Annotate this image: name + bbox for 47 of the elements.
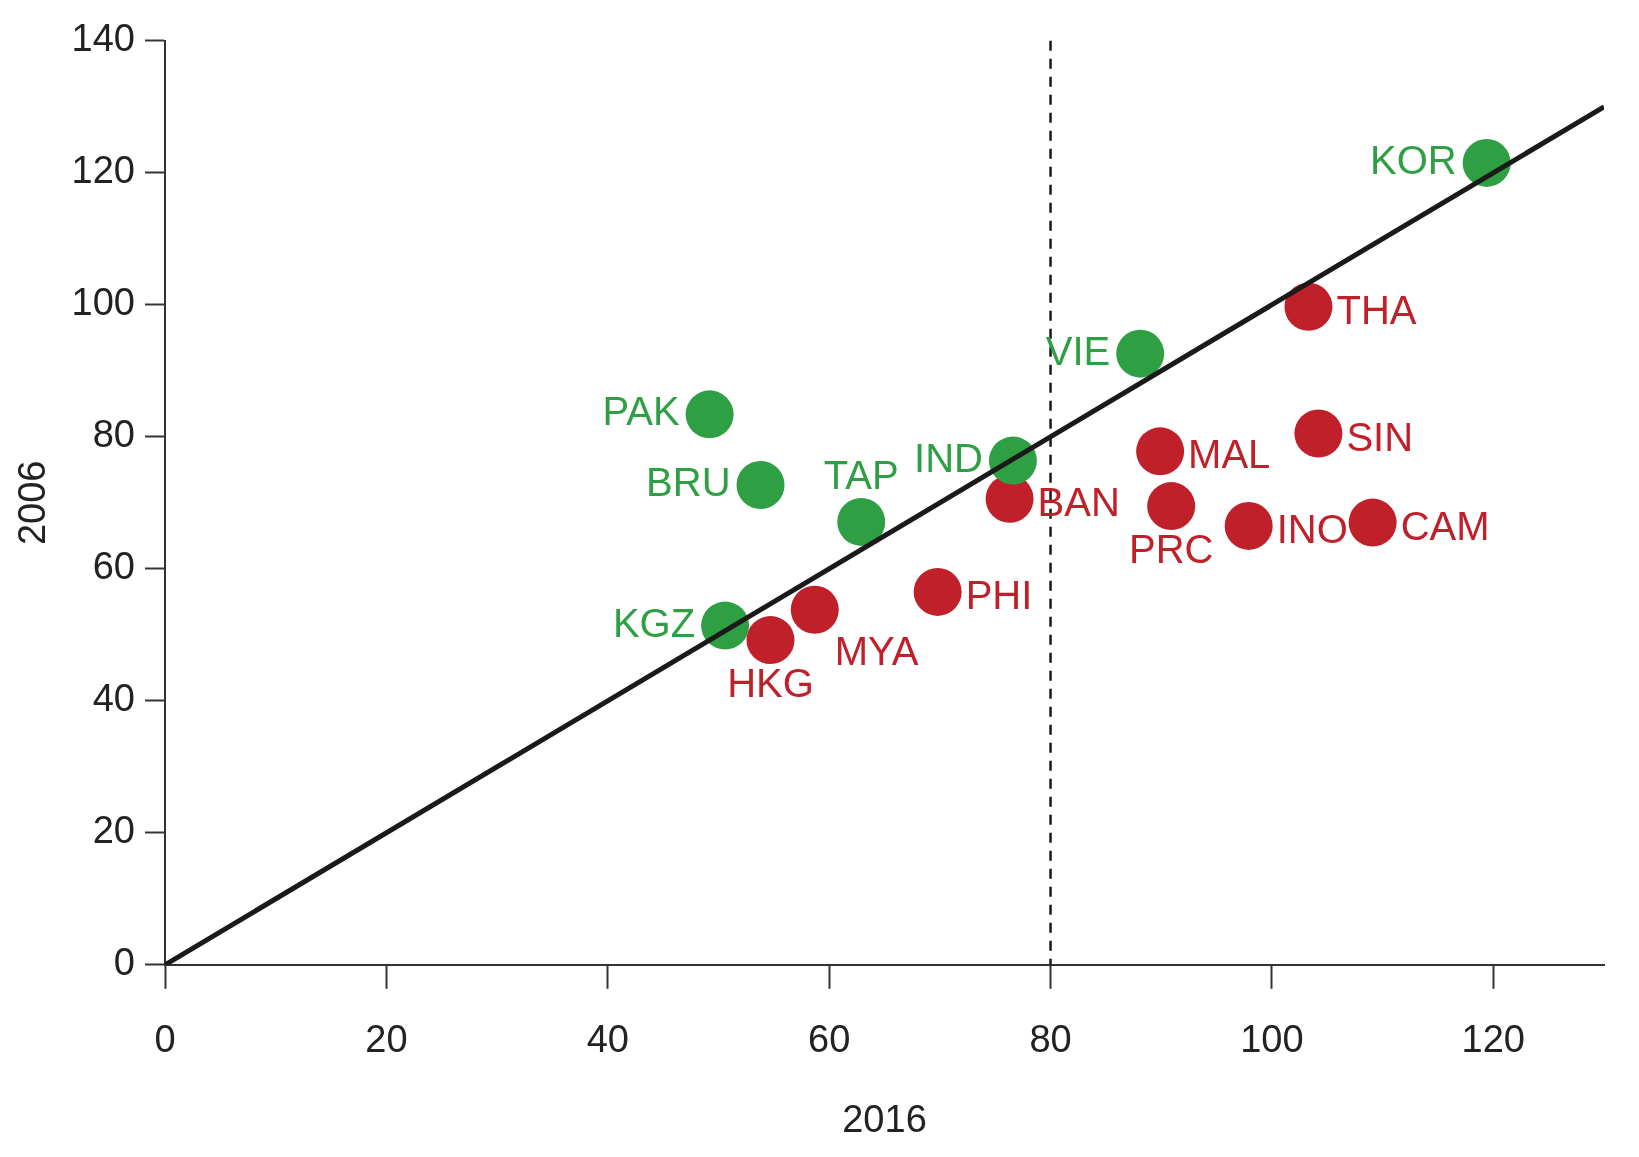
y-tick-label: 140 bbox=[71, 17, 135, 60]
x-tick-label: 100 bbox=[1240, 1018, 1304, 1061]
annotation: TAP bbox=[823, 452, 899, 497]
annotation: KGZ bbox=[612, 600, 696, 645]
annotation: SIN bbox=[1346, 414, 1414, 459]
x-tick-label: 40 bbox=[586, 1018, 629, 1061]
annotation: THA bbox=[1336, 287, 1417, 332]
annotation: BRU bbox=[646, 460, 731, 505]
y-axis-title: 2006 bbox=[11, 460, 54, 546]
x-tick-label: 60 bbox=[808, 1018, 851, 1061]
x-tick-label: 80 bbox=[1029, 1018, 1072, 1061]
annotation: VIE bbox=[1045, 328, 1111, 373]
point bbox=[1147, 482, 1196, 531]
x-tick-label: 0 bbox=[154, 1018, 176, 1061]
annotation: PAK bbox=[602, 389, 680, 434]
point bbox=[790, 585, 839, 634]
point bbox=[1348, 498, 1397, 547]
annotation: PRC bbox=[1128, 527, 1214, 572]
annotation: KOR bbox=[1369, 137, 1457, 182]
y-tick-label: 80 bbox=[92, 413, 135, 456]
annotation: MAL bbox=[1188, 432, 1271, 477]
point bbox=[837, 497, 886, 546]
annotation: CAM bbox=[1400, 503, 1490, 548]
point bbox=[685, 390, 734, 439]
y-tick-label: 0 bbox=[113, 941, 135, 984]
point bbox=[913, 567, 962, 616]
annotation: HKG bbox=[727, 661, 814, 706]
x-tick-label: 120 bbox=[1461, 1018, 1526, 1061]
y-tick-label: 20 bbox=[92, 809, 135, 852]
y-tick-label: 120 bbox=[71, 149, 135, 192]
point bbox=[1294, 409, 1343, 458]
point bbox=[1136, 427, 1185, 476]
annotation: INO bbox=[1276, 506, 1348, 551]
point bbox=[1284, 282, 1333, 331]
annotation: IND bbox=[914, 435, 983, 480]
y-tick-label: 60 bbox=[92, 545, 135, 588]
point bbox=[1116, 329, 1165, 378]
x-axis-title: 2016 bbox=[842, 1097, 927, 1140]
y-tick-label: 100 bbox=[71, 281, 135, 324]
point bbox=[1224, 501, 1273, 550]
point bbox=[736, 460, 785, 509]
annotation: MYA bbox=[834, 628, 919, 673]
x-tick-label: 20 bbox=[365, 1018, 408, 1061]
y-tick-label: 40 bbox=[92, 677, 135, 720]
annotation: PHI bbox=[965, 572, 1033, 617]
point bbox=[746, 616, 795, 665]
annotation: BAN bbox=[1037, 479, 1120, 524]
